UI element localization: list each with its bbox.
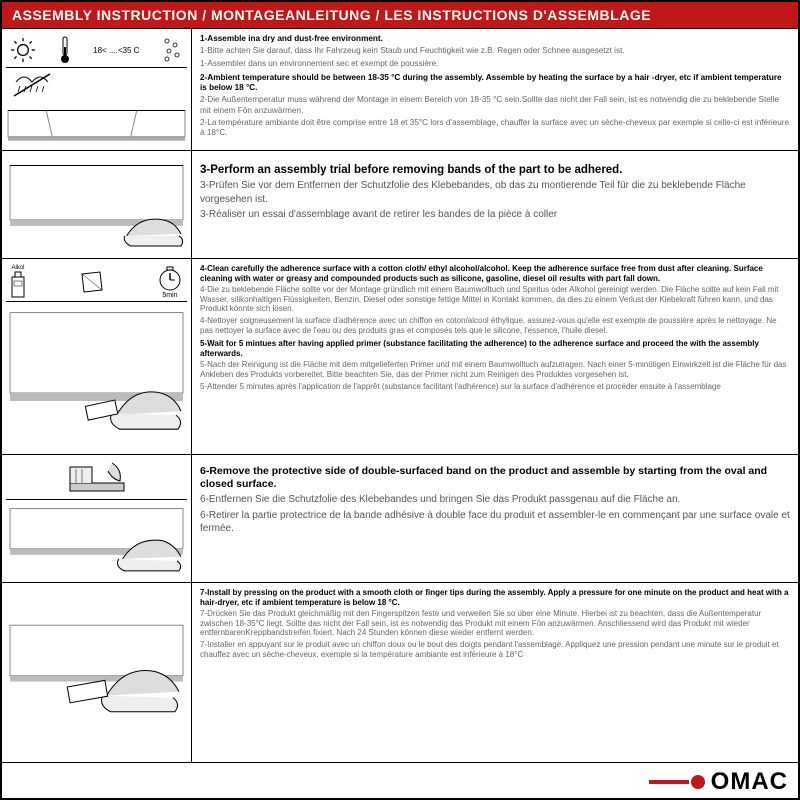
timer-label: 5min [162,292,177,299]
step-4-5-row: Alkol 5min 4-Clean carefully the adheren… [2,258,798,454]
step-4-5-text: 4-Clean carefully the adherence surface … [192,259,798,454]
s2-fr: 2-La température ambiante doit être comp… [200,118,790,139]
logo-text: OMAC [711,768,788,796]
step-6-illustration [2,455,192,582]
s4-de: 4-Die zu beklebende Fläche sollte vor de… [200,285,790,314]
s6-en: 6-Remove the protective side of double-s… [200,465,790,491]
step-3-row: 3-Perform an assembly trial before remov… [2,150,798,258]
timer-icon [157,266,183,292]
bottle-icon [10,271,26,299]
peel-tape-icon [62,459,132,499]
s5-en: 5-Wait for 5 mintues after having applie… [200,339,790,358]
step-1-2-text: 1-Assemble ina dry and dust-free environ… [192,29,798,150]
step-3-text: 3-Perform an assembly trial before remov… [192,151,798,258]
instruction-sheet: ASSEMBLY INSTRUCTION / MONTAGEANLEITUNG … [0,0,800,800]
clean-surface-illustration [6,302,187,458]
footer-logo-bar: OMAC [2,762,798,798]
step-6-row: 6-Remove the protective side of double-s… [2,454,798,582]
s1-fr: 1-Assembler dans un environnement sec et… [200,59,790,69]
sun-icon [10,37,36,63]
s2-de: 2-Die Außentemperatur muss während der M… [200,95,790,116]
snow-icon [161,35,183,65]
s7-en: 7-Install by pressing on the product wit… [200,588,790,607]
step-7-row: 7-Install by pressing on the product wit… [2,582,798,762]
logo-accent-line [649,780,689,784]
s5-fr: 5-Attender 5 minutes après l'application… [200,382,790,392]
s1-de: 1-Bitte achten Sie darauf, dass Ihr Fahr… [200,46,790,56]
s4-en: 4-Clean carefully the adherence surface … [200,264,790,283]
s3-fr: 3-Réaliser un essai d'assemblage avant d… [200,208,790,222]
press-cloth-illustration [6,587,187,758]
s6-fr: 6-Retirer la partie protectrice de la ba… [200,509,790,536]
step-1-2-row: 18< ....<35 C 1-Assemble ina dry and dus… [2,28,798,150]
s3-en: 3-Perform an assembly trial before remov… [200,163,790,177]
s2-en: 2-Ambient temperature should be between … [200,73,790,94]
step-1-illustration: 18< ....<35 C [2,29,192,150]
step-7-illustration [2,583,192,762]
temp-range-label: 18< ....<35 C [93,46,139,55]
step-4-illustration: Alkol 5min [2,259,192,454]
step-7-text: 7-Install by pressing on the product wit… [192,583,798,762]
header-title: ASSEMBLY INSTRUCTION / MONTAGEANLEITUNG … [2,2,798,28]
no-rain-icon [10,70,54,100]
apply-strip-illustration [6,500,187,581]
s5-de: 5-Nach der Reinigung ist die Fläche mit … [200,360,790,379]
s7-fr: 7-Installer en appuyant sur le produit a… [200,640,790,659]
car-side-illustration [6,102,187,155]
cloth-icon [78,268,106,296]
s6-de: 6-Entfernen Sie die Schutzfolie des Kleb… [200,493,790,507]
trial-fit-illustration [6,155,187,261]
s4-fr: 4-Nettoyer soigneusement la surface d'ad… [200,316,790,335]
step-6-text: 6-Remove the protective side of double-s… [192,455,798,582]
logo-dot-icon [691,775,705,789]
s1-en: 1-Assemble ina dry and dust-free environ… [200,34,790,44]
step-3-illustration [2,151,192,258]
s3-de: 3-Prüfen Sie vor dem Entfernen der Schut… [200,179,790,206]
thermometer-icon [58,35,72,65]
s7-de: 7-Drücken Sie das Produkt gleichmäßig mi… [200,609,790,638]
